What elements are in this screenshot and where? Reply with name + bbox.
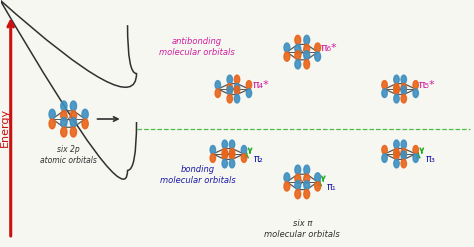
Text: Energy: Energy <box>0 107 10 146</box>
Ellipse shape <box>304 51 310 60</box>
Ellipse shape <box>227 75 232 84</box>
Text: π₆*: π₆* <box>321 43 338 53</box>
Ellipse shape <box>227 86 232 95</box>
Ellipse shape <box>234 75 240 84</box>
Ellipse shape <box>413 89 419 98</box>
Text: six π
molecular orbitals: six π molecular orbitals <box>264 219 340 239</box>
Ellipse shape <box>70 127 76 137</box>
Text: π₄*: π₄* <box>252 80 269 90</box>
Ellipse shape <box>394 83 399 92</box>
Ellipse shape <box>401 159 407 168</box>
Ellipse shape <box>295 51 301 60</box>
Ellipse shape <box>295 189 301 199</box>
Ellipse shape <box>284 43 290 52</box>
Ellipse shape <box>61 127 67 137</box>
Text: π₁: π₁ <box>327 182 337 192</box>
Ellipse shape <box>210 145 216 154</box>
Ellipse shape <box>215 89 220 98</box>
Ellipse shape <box>304 181 310 190</box>
Ellipse shape <box>227 94 232 103</box>
Ellipse shape <box>229 151 235 160</box>
Ellipse shape <box>394 86 399 95</box>
Ellipse shape <box>304 189 310 199</box>
Text: bonding
molecular orbitals: bonding molecular orbitals <box>160 165 235 185</box>
Ellipse shape <box>304 165 310 174</box>
Ellipse shape <box>295 35 301 45</box>
Ellipse shape <box>49 109 55 119</box>
Ellipse shape <box>304 44 310 54</box>
Ellipse shape <box>382 81 387 89</box>
Ellipse shape <box>315 173 320 182</box>
Ellipse shape <box>246 89 252 98</box>
Ellipse shape <box>394 140 399 149</box>
Ellipse shape <box>222 140 228 149</box>
Text: antibonding
molecular orbitals: antibonding molecular orbitals <box>159 37 234 57</box>
Ellipse shape <box>229 140 235 149</box>
Ellipse shape <box>241 154 246 163</box>
Ellipse shape <box>295 174 301 183</box>
Ellipse shape <box>70 111 76 121</box>
Ellipse shape <box>295 165 301 174</box>
Ellipse shape <box>210 154 216 163</box>
Ellipse shape <box>304 174 310 183</box>
Ellipse shape <box>394 151 399 160</box>
Ellipse shape <box>61 111 67 121</box>
Ellipse shape <box>394 148 399 157</box>
Ellipse shape <box>304 60 310 69</box>
Ellipse shape <box>49 119 55 129</box>
Ellipse shape <box>394 159 399 168</box>
Text: six 2p
atomic orbitals: six 2p atomic orbitals <box>40 145 97 165</box>
Ellipse shape <box>413 154 419 163</box>
Ellipse shape <box>413 145 419 154</box>
Ellipse shape <box>401 75 407 84</box>
Ellipse shape <box>295 44 301 54</box>
Ellipse shape <box>394 75 399 84</box>
Ellipse shape <box>234 94 240 103</box>
Ellipse shape <box>401 151 407 160</box>
Ellipse shape <box>315 43 320 52</box>
Ellipse shape <box>227 83 232 92</box>
Ellipse shape <box>382 154 387 163</box>
Ellipse shape <box>284 52 290 61</box>
Ellipse shape <box>401 148 407 157</box>
Text: π₅*: π₅* <box>419 80 436 90</box>
Ellipse shape <box>229 148 235 157</box>
Ellipse shape <box>413 81 419 89</box>
Ellipse shape <box>295 60 301 69</box>
Ellipse shape <box>229 159 235 168</box>
Ellipse shape <box>284 182 290 191</box>
Ellipse shape <box>401 83 407 92</box>
Ellipse shape <box>246 81 252 89</box>
Ellipse shape <box>315 52 320 61</box>
Ellipse shape <box>222 148 228 157</box>
Text: π₃: π₃ <box>425 154 435 164</box>
Ellipse shape <box>401 94 407 103</box>
Ellipse shape <box>382 89 387 98</box>
Ellipse shape <box>222 151 228 160</box>
Ellipse shape <box>70 101 76 111</box>
Ellipse shape <box>284 173 290 182</box>
Ellipse shape <box>82 109 88 119</box>
Ellipse shape <box>82 119 88 129</box>
Ellipse shape <box>222 159 228 168</box>
Ellipse shape <box>315 182 320 191</box>
Ellipse shape <box>234 83 240 92</box>
Ellipse shape <box>304 35 310 45</box>
Ellipse shape <box>215 81 220 89</box>
Ellipse shape <box>61 101 67 111</box>
Ellipse shape <box>61 118 67 127</box>
Ellipse shape <box>295 181 301 190</box>
Ellipse shape <box>401 86 407 95</box>
Ellipse shape <box>241 145 246 154</box>
Ellipse shape <box>70 118 76 127</box>
Ellipse shape <box>401 140 407 149</box>
Ellipse shape <box>382 145 387 154</box>
Ellipse shape <box>234 86 240 95</box>
Text: π₂: π₂ <box>254 154 263 164</box>
Ellipse shape <box>394 94 399 103</box>
